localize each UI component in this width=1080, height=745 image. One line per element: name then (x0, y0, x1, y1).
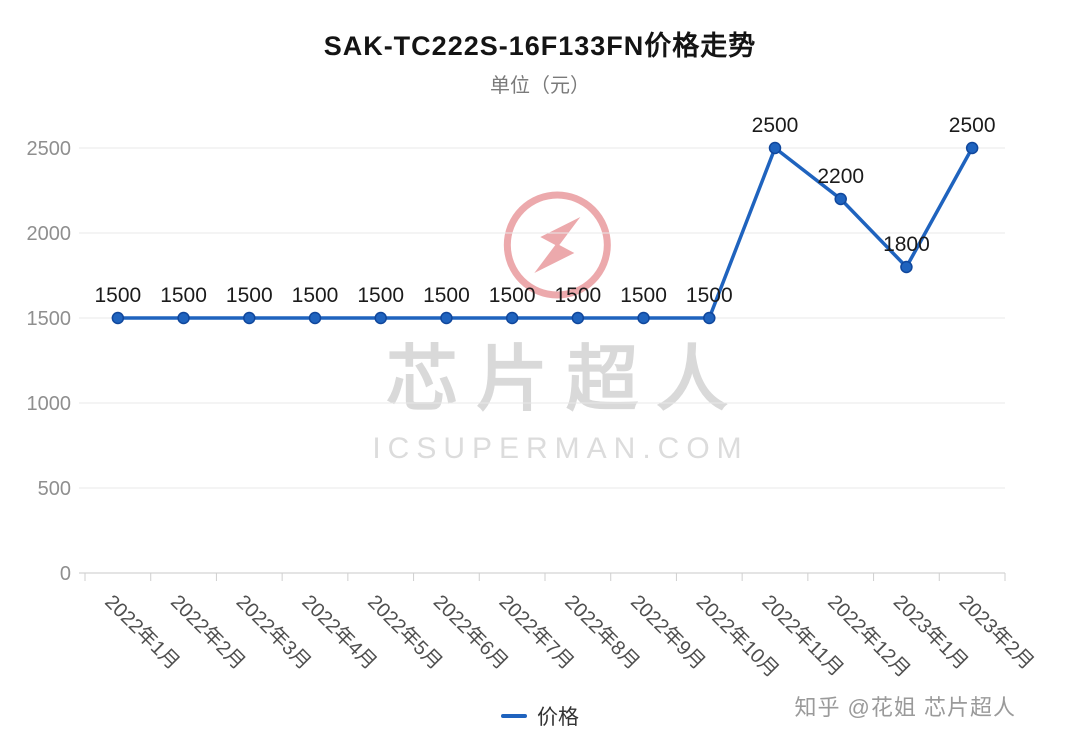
svg-text:1500: 1500 (292, 284, 339, 307)
legend: 价格 (501, 701, 579, 731)
svg-text:1500: 1500 (226, 284, 273, 307)
svg-text:1500: 1500 (160, 284, 207, 307)
svg-text:500: 500 (38, 478, 71, 500)
svg-text:2200: 2200 (817, 165, 864, 188)
svg-text:1500: 1500 (94, 284, 141, 307)
chart-subtitle: 单位（元） (490, 75, 590, 97)
chart-title: SAK-TC222S-16F133FN价格走势 (323, 31, 757, 61)
svg-text:2500: 2500 (949, 114, 996, 137)
legend-label: 价格 (537, 706, 579, 729)
svg-text:2000: 2000 (27, 223, 72, 245)
credit-text: 知乎 @花姐 芯片超人 (794, 695, 1016, 720)
svg-text:1500: 1500 (423, 284, 470, 307)
svg-text:2500: 2500 (752, 114, 799, 137)
svg-text:1500: 1500 (686, 284, 733, 307)
svg-text:2500: 2500 (27, 138, 72, 160)
svg-text:0: 0 (60, 563, 71, 585)
svg-text:1500: 1500 (357, 284, 404, 307)
svg-text:1500: 1500 (27, 308, 72, 330)
svg-text:1500: 1500 (489, 284, 536, 307)
svg-text:1800: 1800 (883, 233, 930, 256)
legend-line-marker (501, 714, 527, 718)
svg-text:1000: 1000 (27, 393, 72, 415)
svg-text:1500: 1500 (554, 284, 601, 307)
svg-text:1500: 1500 (620, 284, 667, 307)
